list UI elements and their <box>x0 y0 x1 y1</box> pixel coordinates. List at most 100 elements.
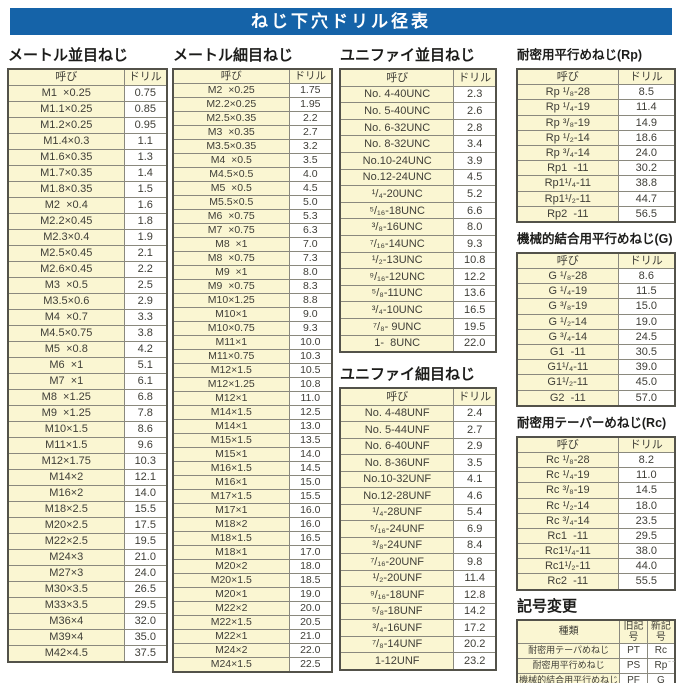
table-row: M4 ×0.5 3.5 <box>172 153 333 168</box>
table-cell: 8.0 <box>288 265 333 280</box>
table-cell: 16.5 <box>453 301 497 319</box>
table-cell: M10×0.75 <box>172 321 290 336</box>
table-cell: 19.5 <box>453 317 497 336</box>
table-row: G1¹/₄-11 39.0 <box>516 359 676 376</box>
table-row: ³/₈-24UNF 8.4 <box>339 536 497 555</box>
table-cell: No.12-24UNC <box>339 168 455 187</box>
table-cell: 1.1 <box>123 133 168 150</box>
table-row: ⁷/₈-14UNF 20.2 <box>339 635 497 654</box>
table-cell: M20×1.5 <box>172 573 290 588</box>
header-cell-old-symbol: 旧記号 <box>619 619 648 644</box>
table-cell: M30×3.5 <box>7 581 125 598</box>
table-row: M3 ×0.35 2.7 <box>172 125 333 140</box>
table-cell: Rc ¹/₄-19 <box>516 467 619 484</box>
table-row: 耐密用平行めねじ PS Rp <box>516 657 676 674</box>
table-row: No. 8-32UNC 3.4 <box>339 135 497 153</box>
table-cell: 30.2 <box>617 160 676 177</box>
table-row: M15×1 14.0 <box>172 447 333 462</box>
table-cell: 19.0 <box>288 587 333 602</box>
table-row: M17×1 16.0 <box>172 503 333 518</box>
table-cell: 12.2 <box>453 268 497 286</box>
table-cell: 5.1 <box>123 357 168 374</box>
table-cell: Rc ¹/₂-14 <box>516 497 619 514</box>
table-cell: Rp <box>646 657 676 674</box>
table-cell: 2.2 <box>288 111 333 126</box>
table-row: M7 ×1 6.1 <box>7 373 168 390</box>
table-row: M10×1 9.0 <box>172 307 333 322</box>
table-row: ¹/₄-20UNC 5.2 <box>339 185 497 203</box>
header-cell-drill: ドリル <box>617 252 676 270</box>
table-cell: 8.6 <box>617 268 676 285</box>
table-cell: 13.5 <box>288 433 333 448</box>
table-cell: M20×2 <box>172 559 290 574</box>
table-cell: 35.0 <box>123 629 168 646</box>
table-cell: 38.0 <box>617 543 676 560</box>
table-header-row: 呼び ドリル <box>172 68 333 84</box>
table-cell: 8.4 <box>453 536 497 555</box>
table-cell: 6.6 <box>453 201 497 220</box>
table-cell: 8.5 <box>617 84 676 101</box>
table-cell: 8.3 <box>288 279 333 294</box>
table-row: M10×0.75 9.3 <box>172 321 333 336</box>
table-row: ⁵/₁₆-18UNC 6.6 <box>339 201 497 220</box>
table-row: M12×1.75 10.3 <box>7 453 168 470</box>
table-cell: ⁵/₈-18UNF <box>339 602 455 621</box>
table-cell: No. 5-44UNF <box>339 421 455 439</box>
table-row: M11×1.5 9.6 <box>7 437 168 454</box>
table-cell: 55.5 <box>617 573 676 591</box>
table-cell: M2 ×0.4 <box>7 197 125 214</box>
table-cell: ⁹/₁₆-12UNC <box>339 268 455 286</box>
table-row: Rp ¹/₈-28 8.5 <box>516 84 676 101</box>
table-cell: ⁵/₁₆-18UNC <box>339 201 455 220</box>
table-row: M22×1.5 20.5 <box>172 615 333 630</box>
table-row: No. 6-32UNC 2.8 <box>339 118 497 137</box>
table-cell: M4 ×0.5 <box>172 153 290 168</box>
table-cell: Rp2 -11 <box>516 205 619 223</box>
table-row: M16×2 14.0 <box>7 485 168 502</box>
table-cell: 10.5 <box>288 363 333 378</box>
table-row: M3 ×0.5 2.5 <box>7 277 168 294</box>
table-cell: 2.8 <box>453 118 497 137</box>
table-cell: 耐密用平行めねじ <box>516 657 621 674</box>
table-cell: M12×1.5 <box>172 363 290 378</box>
table-cell: 4.0 <box>288 167 333 182</box>
table-cell: M17×1.5 <box>172 489 290 504</box>
table-row: ³/₄-16UNF 17.2 <box>339 619 497 637</box>
table-row: No. 4-48UNF 2.4 <box>339 404 497 423</box>
table-cell: ⁹/₁₆-18UNF <box>339 586 455 604</box>
table-cell: M22×1 <box>172 629 290 644</box>
table-cell: 11.0 <box>288 391 333 406</box>
table-row: M2.2×0.45 1.8 <box>7 213 168 230</box>
table-row: M12×1 11.0 <box>172 391 333 406</box>
table-cell: M10×1.5 <box>7 421 125 438</box>
table-row: M20×1 19.0 <box>172 587 333 602</box>
table-row: ⁷/₁₆-20UNF 9.8 <box>339 553 497 571</box>
table-row: M1.1×0.25 0.85 <box>7 101 168 118</box>
table-cell: M2 ×0.25 <box>172 83 290 98</box>
table-cell: M11×0.75 <box>172 349 290 364</box>
table-row: No.12-24UNC 4.5 <box>339 168 497 187</box>
table-row: ⁹/₁₆-18UNF 12.8 <box>339 586 497 604</box>
table-cell: Rp ¹/₂-14 <box>516 129 619 146</box>
table-cell: M22×1.5 <box>172 615 290 630</box>
table-row: M6 ×0.75 5.3 <box>172 209 333 224</box>
table-cell: M3.5×0.6 <box>7 293 125 310</box>
table-cell: 3.9 <box>453 151 497 170</box>
table-cell: 12.1 <box>123 469 168 486</box>
table-cell: M24×3 <box>7 549 125 566</box>
table-row: M15×1.5 13.5 <box>172 433 333 448</box>
table-row: M11×0.75 10.3 <box>172 349 333 364</box>
table-cell: M10×1.25 <box>172 293 290 308</box>
table-cell: No. 5-40UNC <box>339 102 455 120</box>
page-title: ねじ下穴ドリル径表 <box>10 8 672 35</box>
table-header-row: 呼び ドリル <box>339 387 497 406</box>
table-cell: 24.5 <box>617 328 676 346</box>
table-cell: 24.0 <box>123 565 168 582</box>
table-row: No.12-28UNF 4.6 <box>339 487 497 505</box>
table-cell: 1.8 <box>123 213 168 230</box>
table-cell: Rc2 -11 <box>516 573 619 591</box>
table-cell: 6.9 <box>453 520 497 538</box>
table-cell: ³/₈-16UNC <box>339 218 455 236</box>
table-row: M8 ×0.75 7.3 <box>172 251 333 266</box>
table-row: M12×1.25 10.8 <box>172 377 333 392</box>
